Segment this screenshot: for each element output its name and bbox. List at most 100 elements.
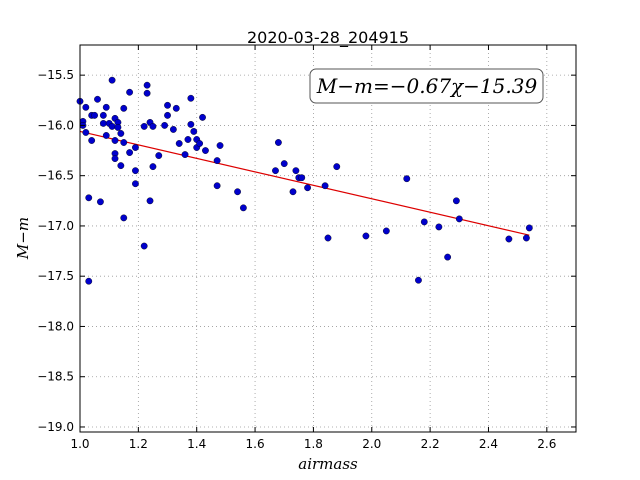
- data-point: [444, 253, 452, 261]
- data-point: [140, 242, 148, 250]
- y-tick-label: −17.0: [37, 219, 74, 233]
- data-point: [280, 160, 288, 168]
- data-point: [525, 224, 533, 232]
- data-point: [143, 81, 151, 89]
- x-tick-label: 1.8: [304, 437, 323, 451]
- data-point: [382, 227, 390, 235]
- data-point: [108, 76, 116, 84]
- data-point: [184, 136, 192, 143]
- data-point: [102, 132, 110, 139]
- data-point: [99, 111, 107, 119]
- data-point: [213, 157, 221, 164]
- data-point: [82, 129, 90, 136]
- data-point: [149, 163, 157, 171]
- data-point: [190, 128, 198, 135]
- y-tick-label: −16.0: [37, 118, 74, 132]
- data-point: [117, 162, 125, 170]
- data-point: [505, 235, 513, 243]
- data-point: [85, 277, 93, 285]
- x-tick-label: 1.6: [246, 437, 265, 451]
- chart-title: 2020-03-28_204915: [247, 28, 409, 48]
- data-point: [91, 111, 98, 119]
- data-point: [149, 123, 157, 130]
- data-point: [143, 89, 151, 97]
- data-point: [172, 104, 180, 112]
- data-point: [455, 215, 463, 223]
- x-tick-label: 1.0: [70, 437, 89, 451]
- x-tick-label: 1.4: [187, 437, 206, 451]
- x-tick-label: 2.4: [479, 437, 498, 451]
- y-tick-label: −18.0: [37, 319, 74, 333]
- data-point: [304, 184, 311, 192]
- data-point: [234, 188, 241, 196]
- data-point: [403, 175, 411, 183]
- data-point: [99, 120, 107, 127]
- data-point: [187, 94, 195, 102]
- data-point: [164, 101, 171, 109]
- data-point: [298, 174, 306, 182]
- data-point: [97, 198, 104, 206]
- data-point: [181, 151, 189, 158]
- data-point: [132, 144, 139, 151]
- scatter-points: [76, 76, 533, 285]
- data-point: [435, 223, 443, 231]
- data-point: [164, 111, 171, 119]
- data-point: [108, 123, 116, 130]
- data-point: [132, 167, 139, 175]
- data-point: [175, 140, 183, 147]
- data-point: [94, 95, 101, 103]
- data-point: [196, 140, 204, 147]
- data-point: [102, 103, 110, 111]
- data-point: [321, 182, 329, 190]
- data-point: [289, 188, 297, 196]
- data-point: [239, 204, 247, 212]
- fit-equation-frame: [309, 68, 544, 104]
- data-point: [82, 103, 90, 111]
- axis-ticks: 1.0 1.2 1.4 1.6 1.8 2.0 2.2 2.4 2.6 −15.5 −16.0 −16…: [37, 45, 576, 451]
- data-point: [415, 276, 422, 284]
- data-point: [126, 88, 134, 96]
- y-tick-label: −16.5: [37, 169, 74, 183]
- data-point: [161, 122, 169, 129]
- data-point: [88, 137, 96, 144]
- data-point: [523, 234, 530, 242]
- data-point: [155, 152, 163, 159]
- data-point: [187, 121, 195, 128]
- plot-frame: [79, 44, 577, 433]
- data-point: [111, 155, 119, 162]
- fit-line: [79, 130, 530, 236]
- fit-equation: M−m=−0.67χ−15.39: [316, 74, 538, 98]
- data-point: [202, 147, 209, 154]
- data-point: [216, 142, 224, 149]
- data-point: [292, 167, 300, 175]
- data-point: [120, 104, 128, 112]
- x-axis-label: airmass: [298, 455, 358, 473]
- y-tick-label: −18.5: [37, 370, 74, 384]
- data-point: [132, 180, 139, 188]
- grid: [79, 45, 576, 432]
- data-point: [333, 163, 341, 171]
- data-point: [146, 197, 154, 205]
- data-point: [169, 126, 177, 133]
- data-point: [120, 214, 128, 222]
- data-point: [274, 139, 282, 146]
- x-tick-label: 2.6: [537, 437, 556, 451]
- y-axis-label: M−m: [14, 217, 32, 260]
- data-point: [199, 113, 206, 121]
- y-tick-label: −19.0: [37, 420, 74, 434]
- data-point: [120, 139, 128, 146]
- data-point: [452, 197, 460, 205]
- y-tick-label: −17.5: [37, 269, 74, 283]
- data-point: [111, 137, 119, 144]
- y-tick-label: −15.5: [37, 68, 74, 82]
- data-point: [85, 194, 93, 202]
- data-point: [140, 123, 148, 130]
- fit-equation-box: M−m=−0.67χ−15.39: [309, 68, 544, 104]
- data-point: [272, 167, 279, 175]
- fit-line-group: [79, 130, 530, 236]
- x-tick-label: 1.2: [129, 437, 148, 451]
- x-tick-label: 2.0: [362, 437, 381, 451]
- data-point: [420, 218, 428, 226]
- data-point: [126, 149, 134, 156]
